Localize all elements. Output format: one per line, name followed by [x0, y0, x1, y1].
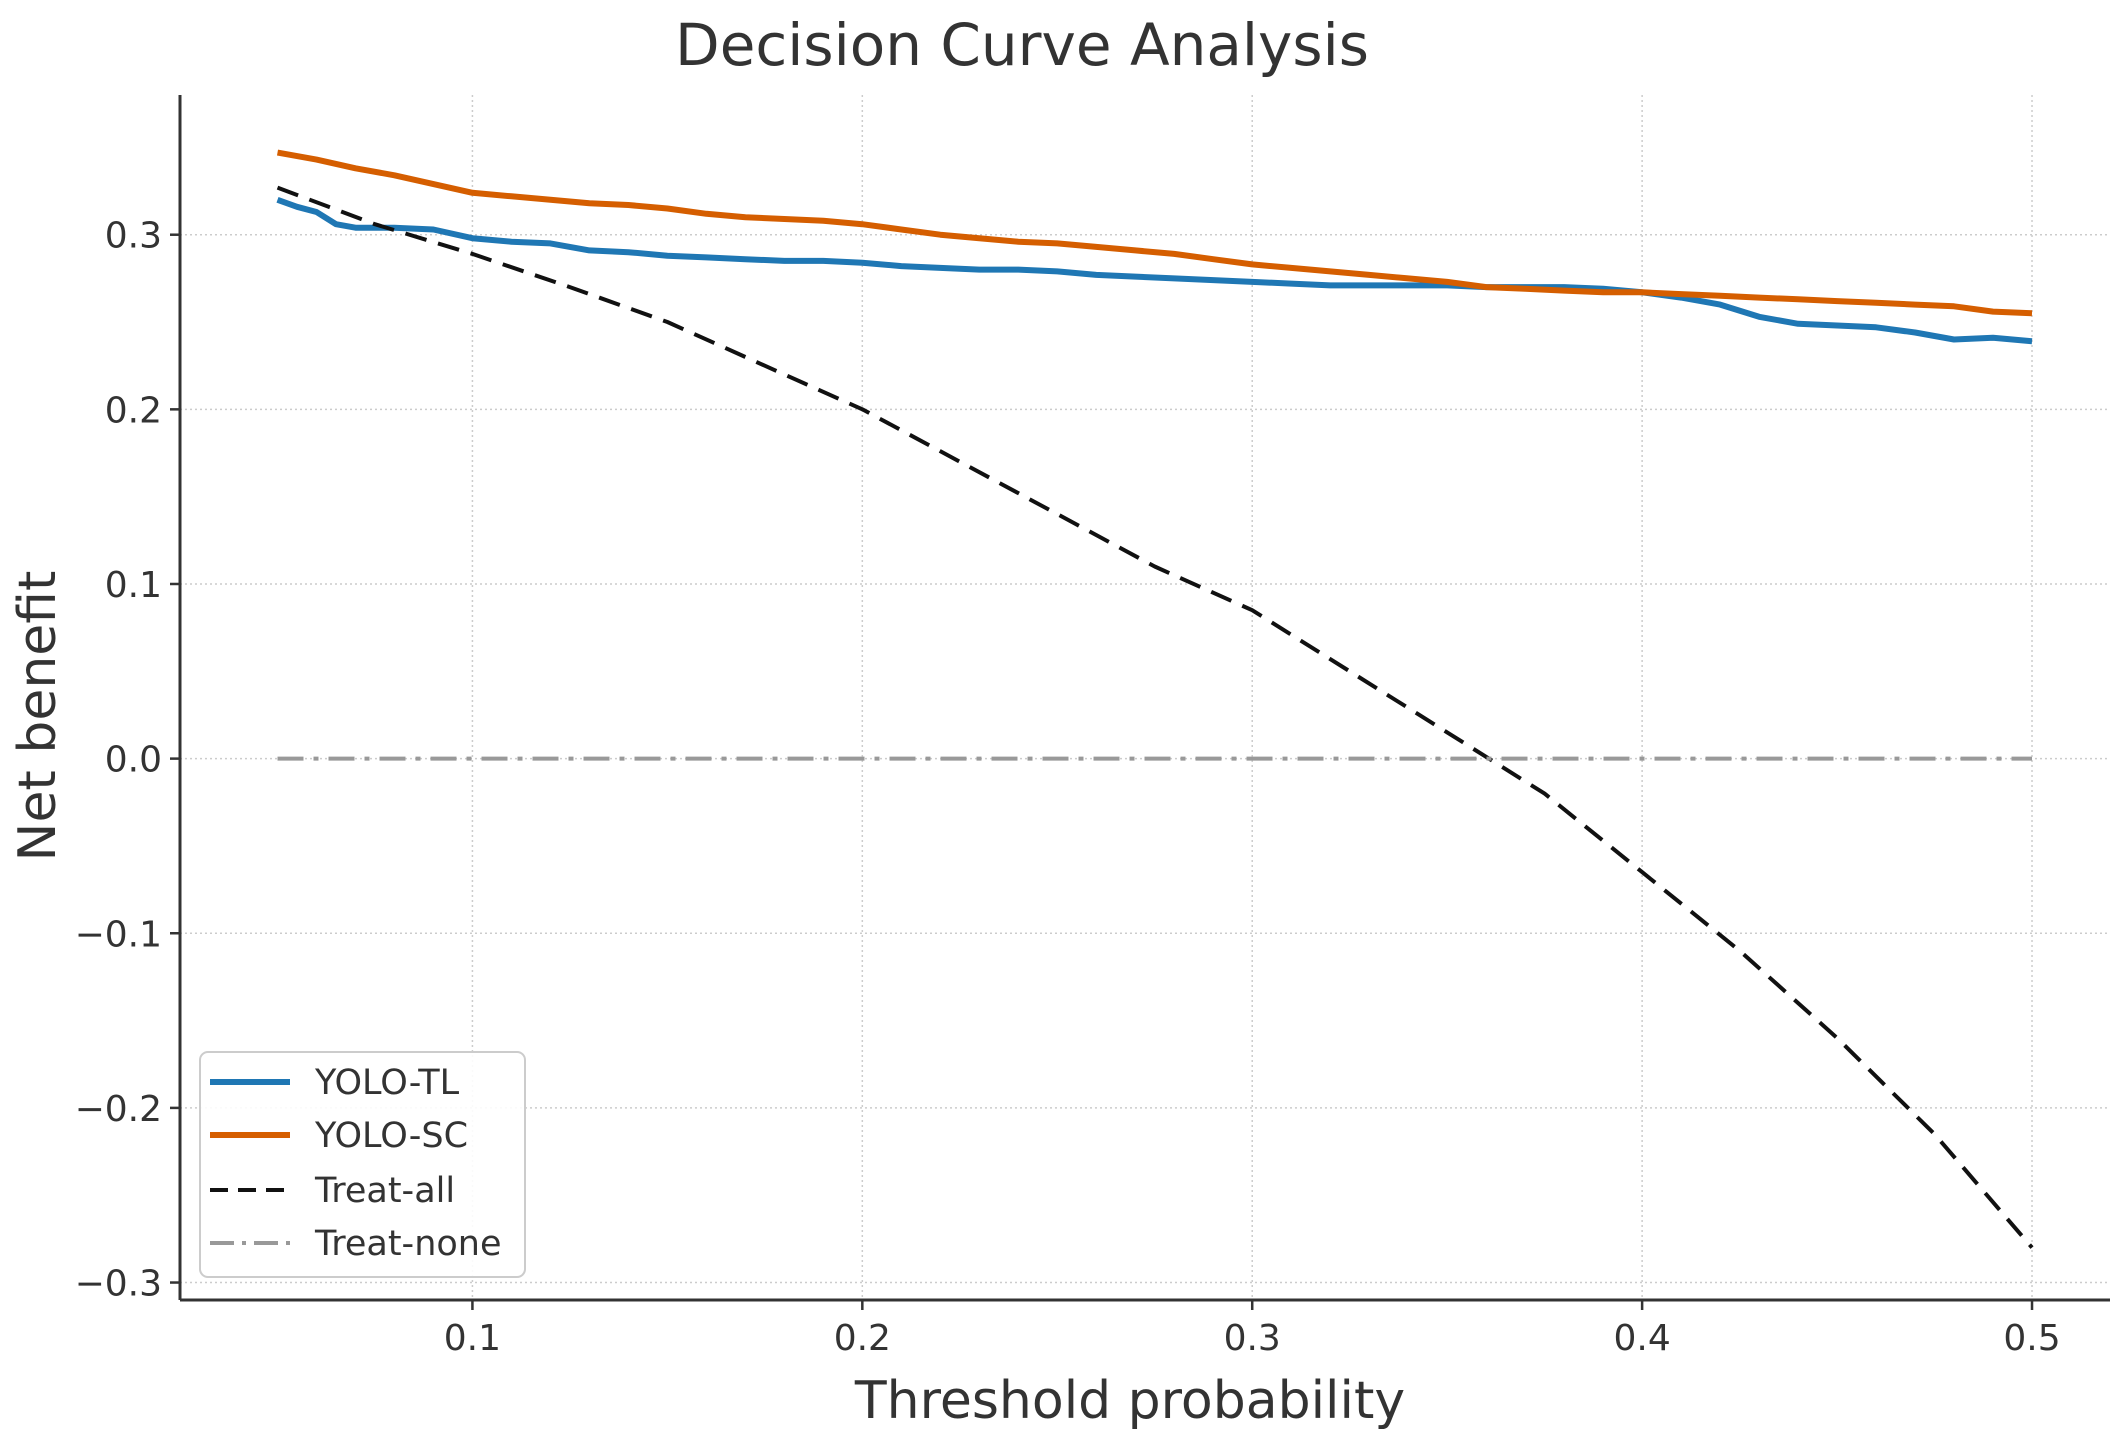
ticks: 0.1 0.2 0.3 0.4 0.5 −0.3 −0.2 −0.1 0.0 0.1 0.2 0.3: [75, 216, 2061, 1359]
series-line-yolo-sc: [276, 149, 2033, 317]
y-tick-label: 0.2: [105, 390, 162, 431]
legend-label-yolo-sc: YOLO-SC: [314, 1116, 468, 1156]
legend-label-treat-all: Treat-all: [314, 1171, 455, 1211]
x-tick-label: 0.4: [1613, 1318, 1670, 1359]
legend: YOLO-TL YOLO-SC Treat-all Treat-none: [199, 1051, 526, 1278]
axes: [178, 95, 2110, 1302]
y-tick-label: −0.1: [75, 914, 162, 955]
y-tick-label: 0.1: [105, 565, 162, 606]
y-tick-label: 0.0: [105, 740, 162, 781]
y-tick-label: −0.3: [75, 1264, 162, 1305]
series-line-treat-all: [276, 185, 2034, 1249]
x-tick-label: 0.2: [834, 1318, 891, 1359]
legend-box: [199, 1051, 526, 1278]
y-tick-label: −0.2: [75, 1089, 162, 1130]
x-axis-label: Threshold probability: [854, 1371, 1405, 1431]
x-tick-label: 0.3: [1224, 1318, 1281, 1359]
series-lines: [276, 149, 2034, 1249]
legend-label-yolo-tl: YOLO-TL: [314, 1063, 460, 1103]
y-axis-label: Net benefit: [8, 571, 68, 862]
series-line-yolo-tl: [276, 196, 2033, 345]
chart-title: Decision Curve Analysis: [675, 11, 1369, 79]
x-tick-label: 0.5: [2003, 1318, 2060, 1359]
legend-label-treat-none: Treat-none: [314, 1224, 502, 1264]
y-tick-label: 0.3: [105, 216, 162, 257]
x-tick-label: 0.1: [444, 1318, 501, 1359]
